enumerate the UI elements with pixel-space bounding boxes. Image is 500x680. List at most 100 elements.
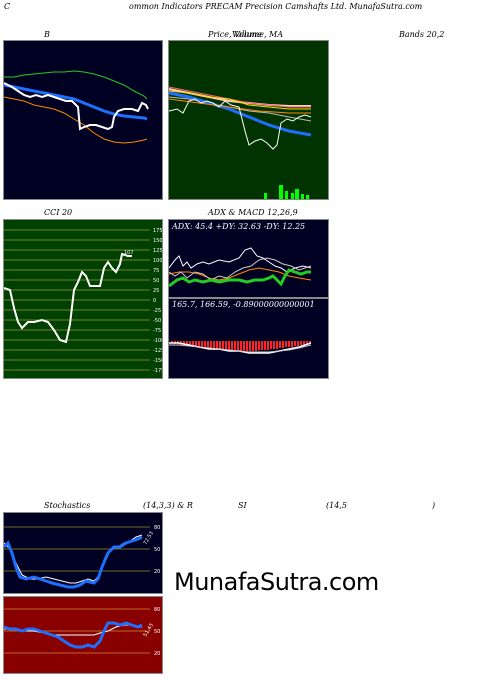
stoch-title-e: ) (432, 501, 436, 510)
macd-histogram-bar (303, 341, 305, 345)
cci-tick-label: 150 (153, 238, 162, 244)
rsi-chart: 80 50 20 51.43 (3, 596, 163, 674)
macd-histogram-bar (222, 341, 224, 350)
macd-histogram-bar (210, 341, 212, 349)
cci-chart: 175 150 125 100 75 50 25 0 -25 -50 -75 -100 -125 -150… (3, 219, 163, 379)
adx-readout: ADX: 45.4 +DY: 32.63 -DY: 12.25 (172, 222, 306, 231)
macd-histogram-bar (171, 341, 173, 343)
macd-chart: 165.7, 166.59, -0.89000000000001 (168, 298, 329, 379)
ma-line-2 (169, 86, 311, 108)
stoch-k-line (4, 535, 143, 589)
macd-histogram-bar (306, 341, 308, 344)
bollinger-price (4, 82, 149, 131)
macd-histogram-bar (243, 341, 245, 351)
price-volume-chart (168, 40, 329, 200)
macd-histogram-bar (309, 341, 311, 344)
macd-histogram-bar (267, 341, 269, 350)
stoch-grid-tick: 50 (154, 547, 160, 553)
macd-histogram-bar (270, 341, 272, 349)
macd-histogram-bar (294, 341, 296, 346)
stoch-grid-tick: 80 (154, 525, 160, 531)
macd-histogram-bar (297, 341, 299, 346)
bollinger-middle-band (4, 83, 148, 121)
rsi-grid-tick: 80 (154, 607, 160, 613)
macd-histogram-bar (288, 341, 290, 347)
cci-tick-label: -25 (153, 308, 161, 314)
macd-histogram-bar (231, 341, 233, 351)
ma-line-3 (169, 90, 311, 110)
bands-title: Bands 20,2 (399, 30, 445, 39)
macd-signal-line (169, 344, 312, 353)
macd-histogram-bar (228, 341, 230, 351)
macd-histogram-bar (195, 341, 197, 347)
macd-histogram-bar (234, 341, 236, 351)
macd-histogram-bar (264, 341, 266, 350)
macd-histogram-bar (183, 341, 185, 345)
cci-tick-label: 75 (153, 268, 159, 274)
cci-title: CCI 20 (44, 208, 73, 217)
rsi-grid: 80 50 20 (4, 607, 160, 657)
adx-macd-title: ADX & MACD 12,26,9 (208, 208, 298, 217)
cci-current-value: 107 (124, 250, 134, 256)
macd-histogram-bar (246, 341, 248, 351)
watermark: MunafaSutra.com (174, 568, 379, 596)
price-volume-title: Price, Volume, MA (208, 30, 284, 39)
macd-histogram-bar (273, 341, 275, 349)
stoch-title-b: (14,3,3) & R (143, 501, 193, 510)
bollinger-upper-band (4, 70, 148, 100)
ma-orange (169, 98, 311, 114)
macd-histogram-bar (276, 341, 278, 349)
cci-tick-label: -125 (153, 348, 162, 354)
macd-histogram-bar (279, 341, 281, 348)
rsi-grid-tick: 50 (154, 629, 160, 635)
cci-grid (4, 229, 150, 371)
cci-tick-label: -75 (153, 328, 161, 334)
rsi-line (4, 621, 143, 649)
bollinger-chart (3, 40, 163, 200)
stoch-title-c: SI (238, 501, 247, 510)
stoch-grid: 80 50 20 (4, 525, 160, 575)
price-volume-overlap-title: Volume (232, 30, 262, 39)
stochastics-chart: 80 50 20 72.53 (3, 512, 163, 594)
macd-histogram-bar (261, 341, 263, 350)
cci-tick-label: 100 (153, 258, 162, 264)
macd-histogram-bar (216, 341, 218, 350)
cci-line (4, 252, 132, 344)
macd-histogram-bar (285, 341, 287, 347)
stoch-d-line (4, 534, 143, 584)
stoch-grid-tick: 20 (154, 569, 160, 575)
cci-tick-labels: 175 150 125 100 75 50 25 0 -25 -50 -75 -100 -125 -150… (153, 228, 162, 374)
macd-histogram-bar (252, 341, 254, 351)
cci-tick-label: 25 (153, 288, 159, 294)
macd-histogram-bar (213, 341, 215, 350)
macd-histogram-bar (240, 341, 242, 351)
cci-tick-label: 175 (153, 228, 162, 234)
bollinger-title: B (44, 30, 50, 39)
cci-tick-label: 50 (153, 278, 159, 284)
macd-histogram-bar (186, 341, 188, 346)
cci-tick-label: -100 (153, 338, 162, 344)
macd-histogram-bar (192, 341, 194, 347)
macd-histogram-bar (189, 341, 191, 346)
price-line (169, 98, 312, 150)
macd-histogram-bar (291, 341, 293, 347)
cci-tick-label: -50 (153, 318, 161, 324)
macd-histogram-bar (282, 341, 284, 348)
macd-histogram-bar (198, 341, 200, 348)
macd-histogram-bar (258, 341, 260, 350)
macd-histogram-bar (300, 341, 302, 345)
macd-histogram-bar (207, 341, 209, 349)
cci-tick-label: 125 (153, 248, 162, 254)
macd-histogram-bar (204, 341, 206, 349)
stoch-title-d: (14,5 (326, 501, 347, 510)
cci-tick-label: 0 (153, 298, 156, 304)
macd-histogram-bar (219, 341, 221, 350)
adx-green-line (169, 268, 311, 288)
rsi-grid-tick: 20 (154, 651, 160, 657)
macd-histogram-bar (255, 341, 257, 351)
adx-chart: ADX: 45.4 +DY: 32.63 -DY: 12.25 (168, 219, 329, 298)
plus-di-line (169, 247, 312, 273)
cci-tick-label: -150 (153, 358, 162, 364)
macd-histogram-bar (237, 341, 239, 351)
macd-histogram-bar (249, 341, 251, 351)
